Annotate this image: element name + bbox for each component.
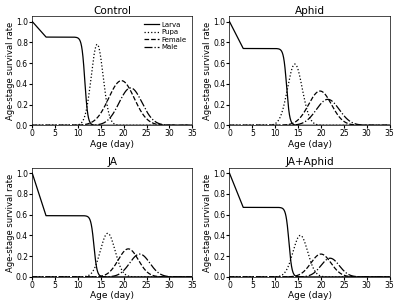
X-axis label: Age (day): Age (day)	[90, 140, 134, 149]
Title: JA: JA	[107, 157, 117, 167]
Y-axis label: Age-stage survival rate: Age-stage survival rate	[6, 173, 14, 271]
Legend: Larva, Pupa, Female, Male: Larva, Pupa, Female, Male	[142, 20, 189, 52]
X-axis label: Age (day): Age (day)	[288, 291, 332, 300]
Title: JA+Aphid: JA+Aphid	[285, 157, 334, 167]
X-axis label: Age (day): Age (day)	[288, 140, 332, 149]
X-axis label: Age (day): Age (day)	[90, 291, 134, 300]
Y-axis label: Age-stage survival rate: Age-stage survival rate	[203, 173, 212, 271]
Title: Control: Control	[93, 6, 131, 16]
Y-axis label: Age-stage survival rate: Age-stage survival rate	[6, 22, 14, 120]
Title: Aphid: Aphid	[294, 6, 324, 16]
Y-axis label: Age-stage survival rate: Age-stage survival rate	[203, 22, 212, 120]
